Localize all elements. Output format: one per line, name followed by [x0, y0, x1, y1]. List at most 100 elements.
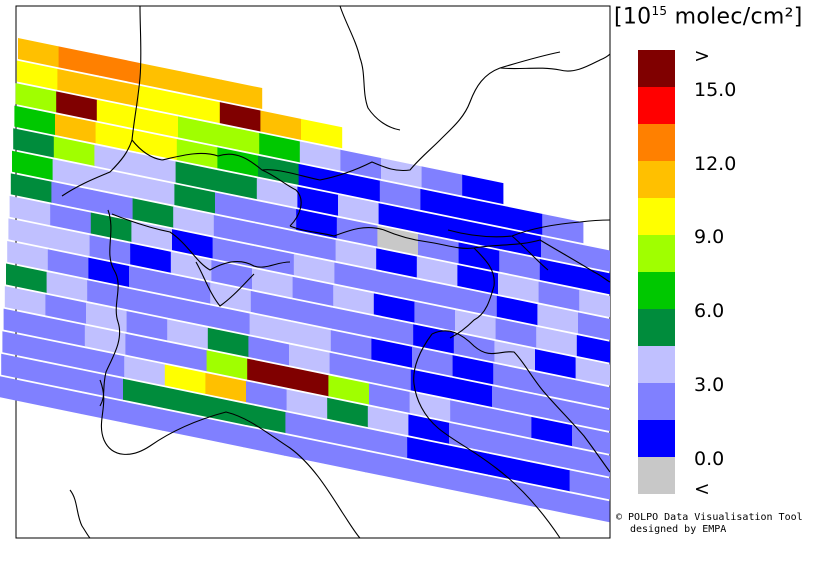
swath-pixel [180, 71, 222, 101]
swath-pixel [139, 62, 181, 93]
swath-pixel [492, 385, 534, 416]
swath-pixel [84, 325, 126, 355]
swath-pixel [7, 240, 49, 271]
colorbar-swatch [638, 309, 675, 346]
coastline-istria-dalmatia [431, 330, 611, 473]
swath-pixel [58, 46, 100, 76]
swath-pixel [246, 381, 288, 411]
swath-pixel [46, 271, 88, 302]
swath-pixel [538, 281, 580, 311]
swath-pixel [456, 287, 498, 317]
swath-pixel [12, 150, 54, 181]
swath-pixel [415, 279, 457, 309]
swath-pixel [3, 308, 45, 339]
swath-pixel [450, 400, 492, 430]
swath-pixel [218, 124, 260, 155]
swath-pixel [500, 228, 542, 258]
swath-pixel [215, 192, 257, 222]
swath-pixel [537, 304, 579, 334]
swath-pixel [173, 206, 215, 237]
swath-pixel [338, 194, 380, 225]
swath-pixel [9, 195, 51, 226]
swath-pixel [213, 214, 255, 245]
swath-pixel [301, 118, 343, 149]
swath-pixel [494, 340, 536, 371]
colorbar-swatch [638, 87, 675, 124]
swath-pixel [290, 321, 332, 352]
colorbar-tick-3: 3.0 [694, 374, 725, 396]
swath-pixel [370, 361, 412, 391]
colorbar-lower-marker: < [694, 478, 710, 500]
swath-pixel [407, 436, 449, 467]
swath-pixel [324, 442, 366, 473]
colorbar-tick-6: 6.0 [694, 300, 725, 322]
swath-pixel [334, 262, 376, 292]
swath-pixel [18, 38, 60, 68]
swath-pixel [166, 341, 208, 372]
swath-pixel [539, 258, 581, 289]
swath-pixel [167, 319, 209, 349]
swath-pixel [164, 364, 206, 394]
swath-pixel [178, 116, 220, 146]
swath-pixel [299, 141, 341, 171]
swath-pixel [4, 286, 47, 316]
colorbar-swatch [638, 457, 675, 494]
swath-pixel [373, 293, 415, 323]
swath-pixel [570, 447, 610, 477]
swath-pixel [371, 338, 413, 368]
swath-pixel [457, 264, 499, 295]
swath-pixel [250, 290, 292, 321]
swath-pixel [501, 205, 543, 235]
swath-pixel [447, 445, 489, 475]
swath-pixel [51, 181, 93, 212]
swath-pixel [16, 60, 58, 90]
border-corsica-hint [69, 489, 91, 539]
swath-pixel [419, 211, 461, 241]
swath-pixel [414, 301, 456, 332]
swath-pixel [459, 219, 501, 250]
swath-pixel [455, 309, 497, 340]
swath-pixel [531, 416, 573, 447]
colorbar-tick-12: 12.0 [694, 153, 737, 175]
swath-pixel [493, 363, 535, 393]
swath-pixel [10, 173, 53, 203]
unit-open: [10 [614, 4, 652, 30]
swath-pixel [248, 336, 290, 366]
swath-pixel [129, 265, 171, 296]
swath-pixel [95, 122, 137, 152]
swath-pixel [203, 417, 245, 448]
swath-pixel [532, 394, 574, 424]
swath-pixel [205, 372, 247, 403]
swath-pixel [249, 313, 291, 343]
colorbar-swatch [638, 383, 675, 420]
swath-pixel [2, 331, 44, 361]
swath-pixel [123, 378, 165, 409]
credit-line-2: designed by EMPA [630, 524, 727, 535]
swath-pixel [536, 326, 578, 357]
unit-close: molec/cm²] [667, 4, 803, 30]
swath-pixel [446, 467, 488, 498]
swath-pixel [55, 113, 97, 144]
colorbar-tick-15: 15.0 [694, 79, 737, 101]
swath-pixel [209, 305, 251, 335]
credit-line-1: © POLPO Data Visualisation Tool [616, 512, 803, 523]
swath-pixel [367, 406, 409, 436]
colorbar-swatch [638, 272, 675, 309]
swath-pixel [365, 451, 407, 481]
swath-pixel [421, 166, 463, 196]
swath-pixel [179, 93, 221, 124]
swath-pixel [461, 197, 503, 227]
swath-pixel [580, 267, 610, 295]
swath-pixel [291, 299, 333, 329]
swath-pixel [339, 172, 381, 202]
colorbar-swatch [638, 124, 675, 161]
border-germany-north [339, 5, 401, 131]
swath-pixel [88, 257, 130, 288]
swath-pixel [172, 229, 214, 259]
colorbar-swatch [638, 235, 675, 272]
swath-pixel [252, 268, 294, 298]
swath-pixel [575, 357, 610, 386]
swath-pixel [378, 203, 420, 233]
swath-pixel [6, 263, 48, 293]
swath-pixel [127, 288, 169, 318]
